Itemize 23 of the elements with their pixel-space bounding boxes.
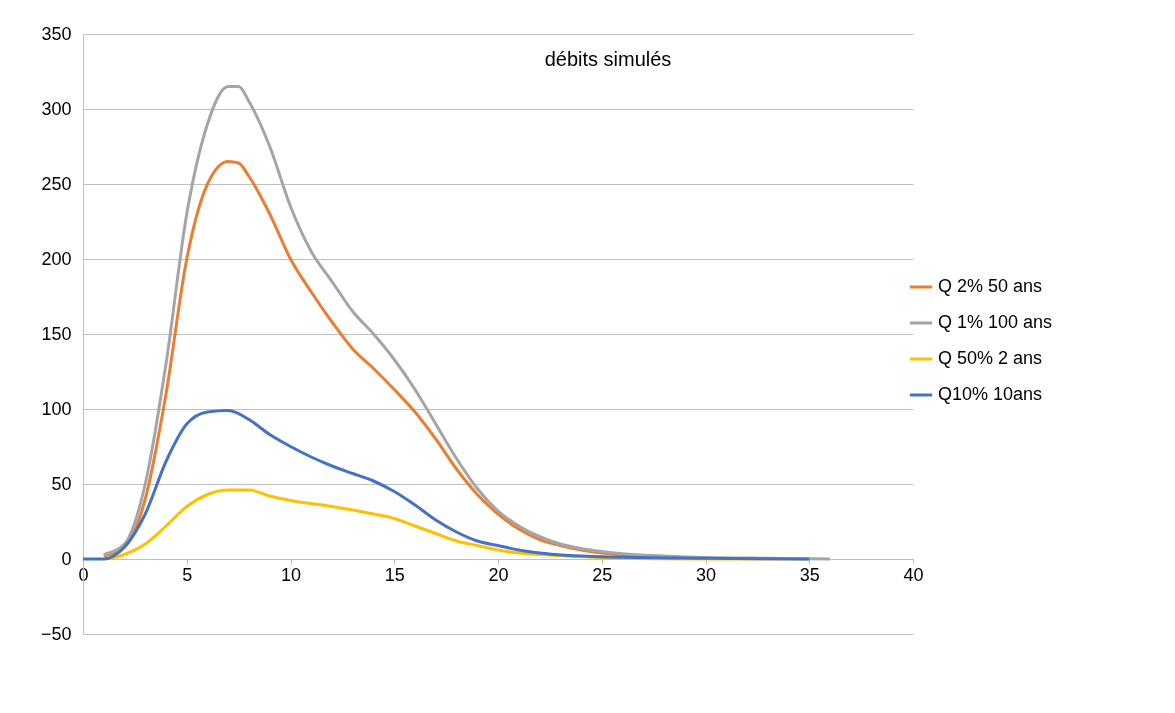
- line-series: [81, 409, 811, 561]
- y-tick-label: 0: [61, 548, 72, 569]
- legend-label: Q 50% 2 ans: [938, 348, 1043, 368]
- y-tick-label: 300: [41, 98, 72, 119]
- legend-label: Q 2% 50 ans: [938, 276, 1043, 296]
- y-tick-label: 350: [41, 23, 72, 44]
- x-tick-label: 20: [488, 564, 509, 585]
- y-tick-label: −50: [40, 623, 72, 644]
- x-tick-label: 15: [384, 564, 405, 585]
- y-tick-label: 200: [41, 248, 72, 269]
- x-tick-label: 40: [903, 564, 924, 585]
- y-tick-label: 50: [51, 473, 72, 494]
- text: débits simulés: [544, 48, 672, 70]
- x-tick-label: 10: [280, 564, 302, 585]
- y-tick-label: 100: [41, 398, 72, 419]
- x-tick-label: 25: [592, 564, 613, 585]
- y-tick-label: 250: [41, 173, 72, 194]
- legend-label: Q10% 10ans: [938, 384, 1043, 404]
- legend-label: Q 1% 100 ans: [938, 312, 1053, 332]
- y-tick-label: 150: [41, 323, 72, 344]
- x-tick-label: 5: [182, 564, 193, 585]
- x-tick-label: 35: [799, 564, 820, 585]
- x-tick-label: 30: [695, 564, 717, 585]
